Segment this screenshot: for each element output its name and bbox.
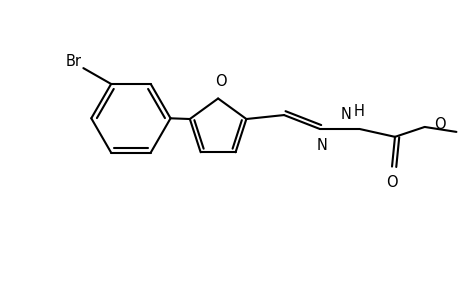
Text: O: O xyxy=(386,176,397,190)
Text: H: H xyxy=(353,104,364,119)
Text: O: O xyxy=(434,118,445,133)
Text: Br: Br xyxy=(65,54,81,69)
Text: N: N xyxy=(315,138,326,153)
Text: O: O xyxy=(215,74,226,88)
Text: N: N xyxy=(340,107,351,122)
